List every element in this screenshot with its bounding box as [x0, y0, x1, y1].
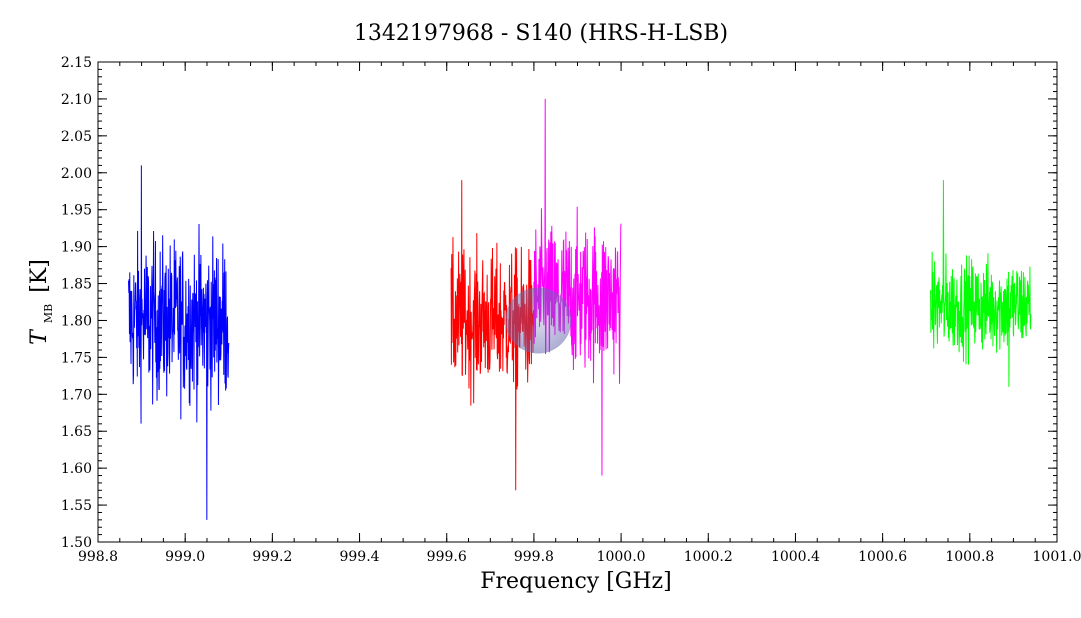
y-tick-label: 1.65	[61, 424, 92, 440]
series-line-3	[533, 98, 622, 476]
y-tick-label: 1.60	[61, 461, 92, 477]
y-tick-label: 2.05	[61, 129, 92, 145]
y-axis-label-unit: [K]	[27, 259, 52, 293]
chart-title: 1342197968 - S140 (HRS-H-LSB)	[354, 21, 728, 46]
plot-area: 998.8 999.0 999.2 999.4 999.6 999.8 1000.0 1000…	[61, 55, 1081, 565]
y-tick-label: 1.95	[61, 203, 92, 219]
y-tick-label: 2.10	[61, 92, 92, 108]
x-tick-label: 1000.0	[597, 549, 646, 565]
x-tick-label: 999.8	[514, 549, 554, 565]
x-tick-label: 999.2	[252, 549, 292, 565]
y-axis-label-main: T	[27, 328, 52, 345]
y-tick-label: 1.85	[61, 277, 92, 293]
y-tick-label: 1.80	[61, 313, 92, 329]
y-tick-label: 1.90	[61, 240, 92, 256]
svg-text:T MB [K]: T MB [K]	[27, 259, 58, 345]
x-tick-label: 1000.8	[945, 549, 994, 565]
y-tick-label: 1.55	[61, 498, 92, 514]
y-tick-label: 1.70	[61, 387, 92, 403]
y-tick-label: 2.15	[61, 55, 92, 71]
y-tick-label: 2.00	[61, 166, 92, 182]
y-axis-label: T MB [K]	[27, 259, 58, 345]
x-tick-label: 1000.4	[771, 549, 820, 565]
x-tick-label: 999.0	[165, 549, 205, 565]
series-line-4	[930, 180, 1032, 387]
selection-marker	[505, 287, 572, 354]
series-line-1	[128, 165, 230, 520]
series-group	[128, 98, 1032, 520]
x-tick-label: 999.6	[427, 549, 467, 565]
x-tick-label: 1000.2	[684, 549, 733, 565]
y-tick-label: 1.50	[61, 535, 92, 551]
x-tick-label: 1001.0	[1033, 549, 1081, 565]
x-tick-label: 998.8	[78, 549, 118, 565]
x-tick-label: 999.4	[339, 549, 379, 565]
y-tick-label: 1.75	[61, 350, 92, 366]
y-axis-label-sub: MB	[42, 304, 55, 323]
x-axis-label: Frequency [GHz]	[480, 569, 672, 594]
x-tick-label: 1000.6	[858, 549, 907, 565]
